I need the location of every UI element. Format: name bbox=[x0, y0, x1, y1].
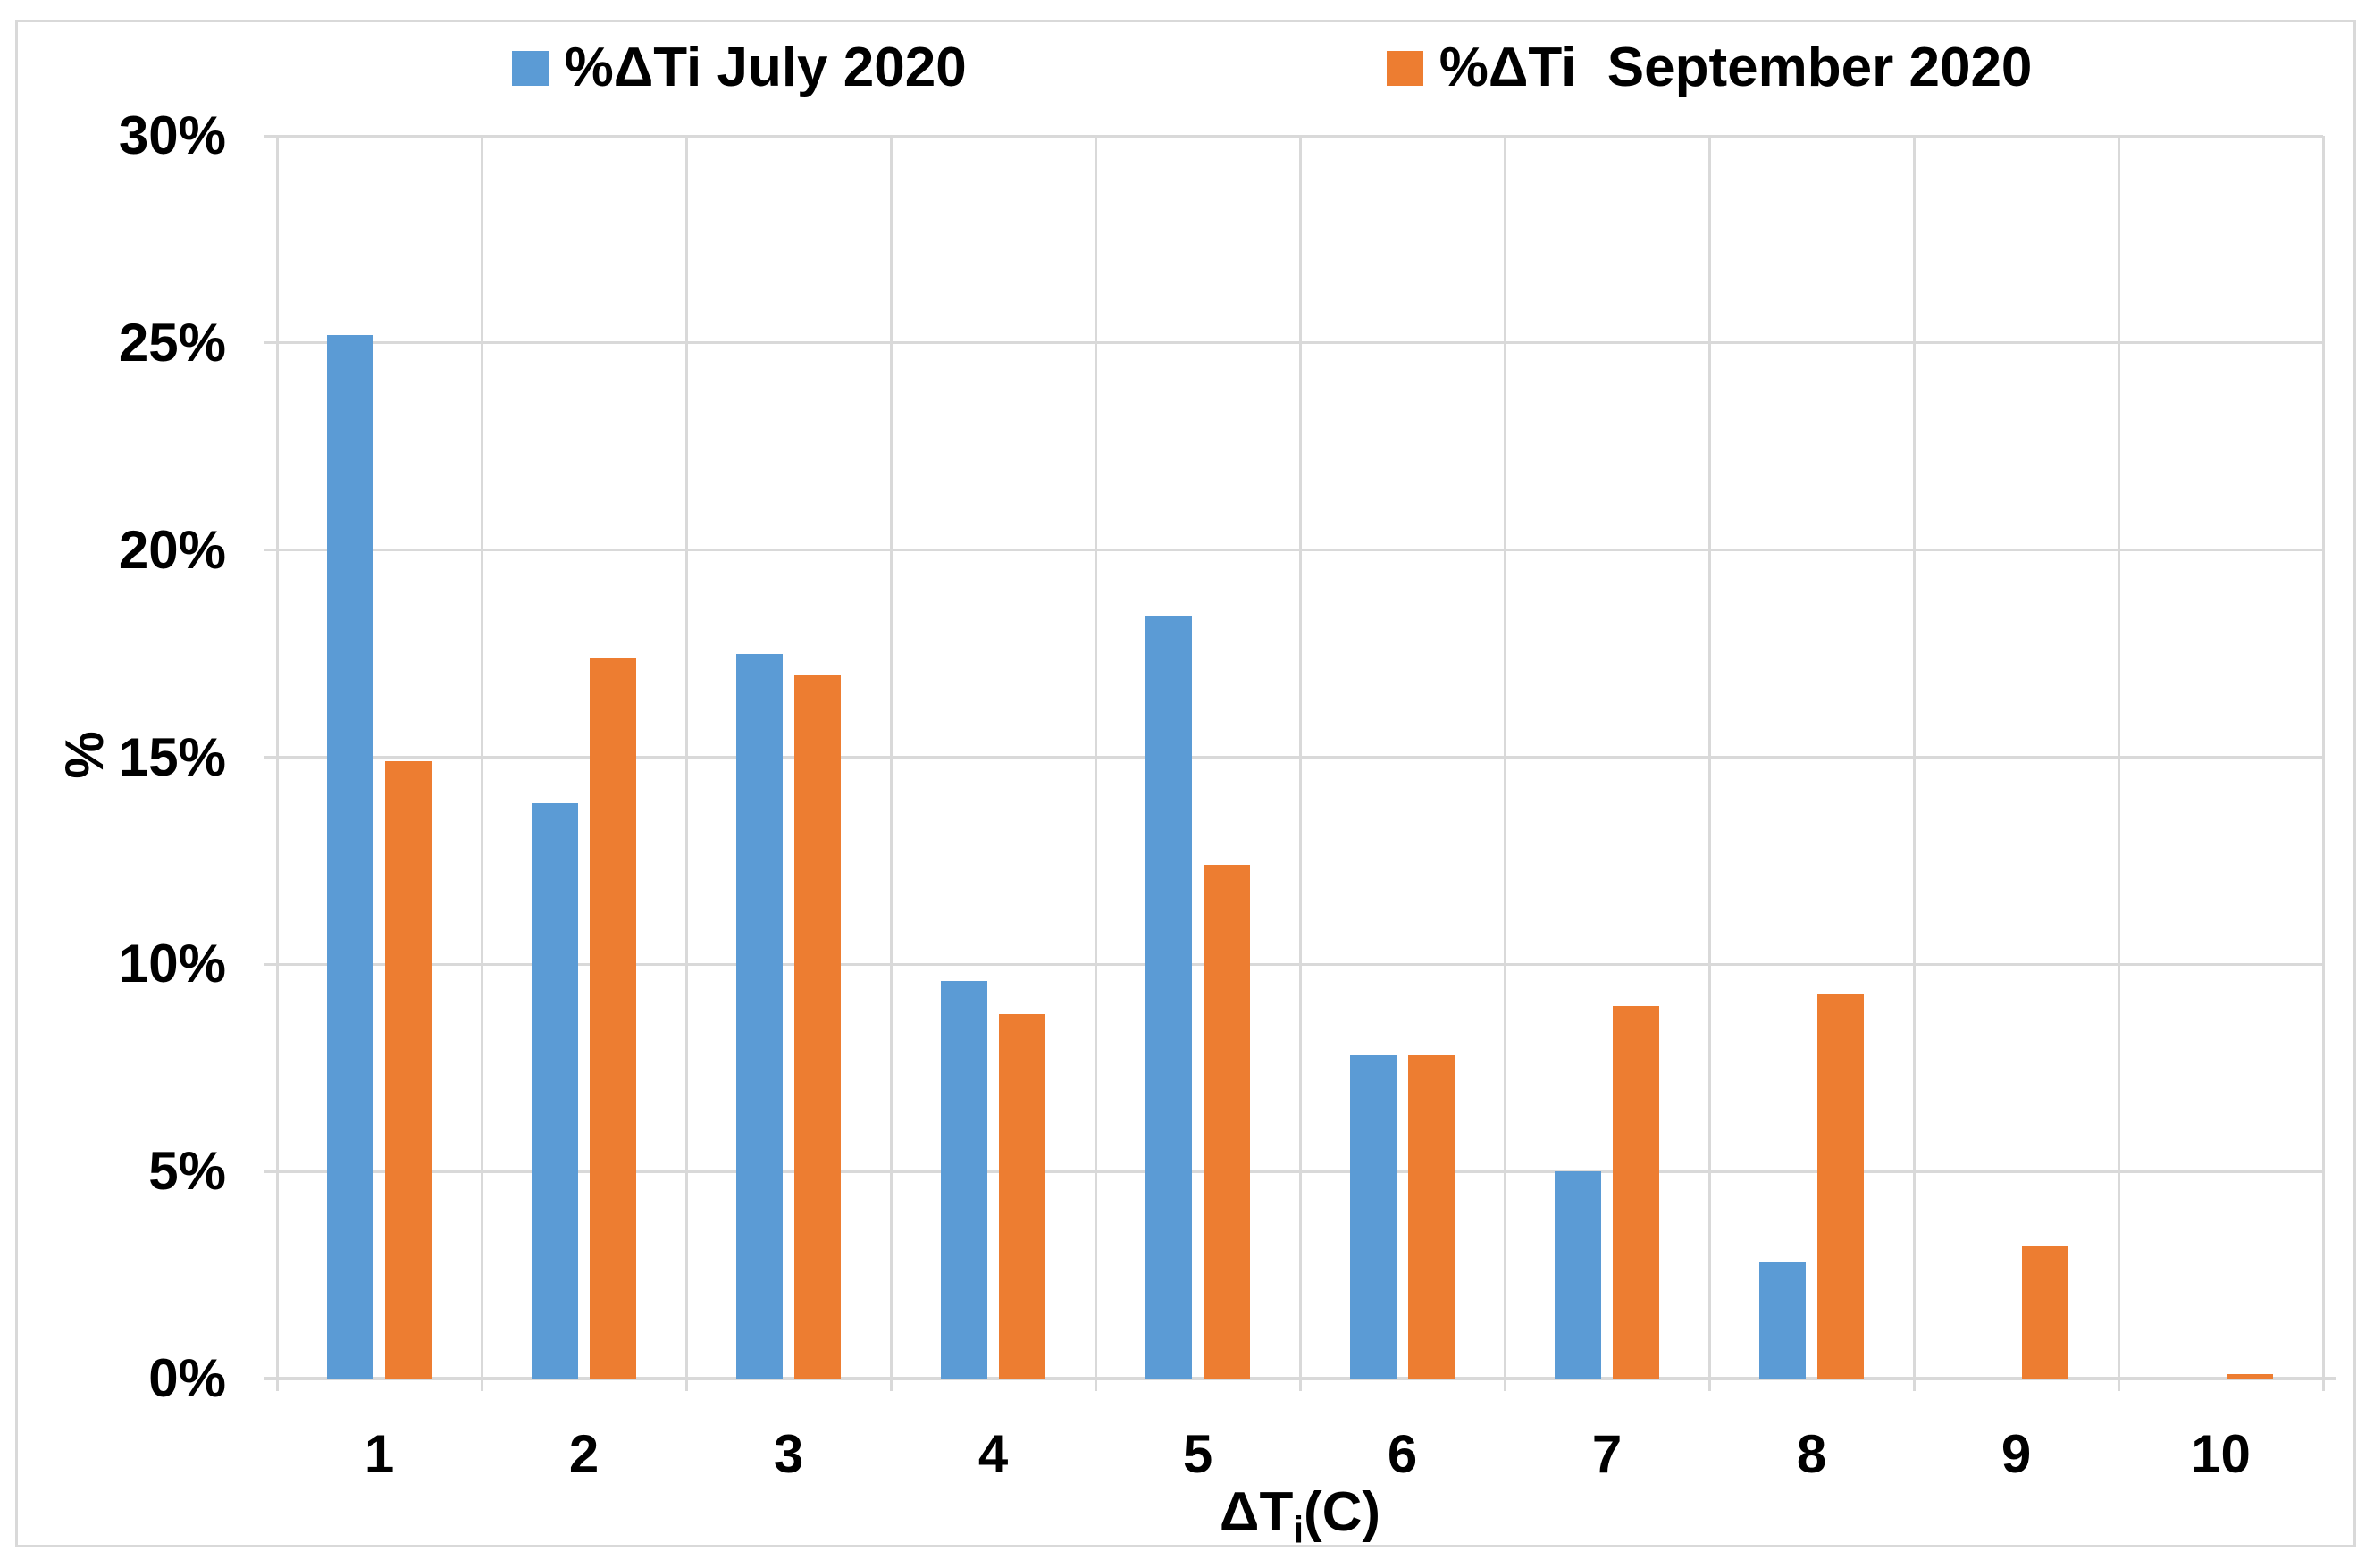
gridline-vertical bbox=[2117, 136, 2120, 1379]
x-axis-tick bbox=[1707, 1379, 1711, 1391]
x-axis-title-sub: i bbox=[1293, 1508, 1304, 1551]
bar-july-6[interactable] bbox=[1350, 1055, 1397, 1379]
x-tick-label: 2 bbox=[568, 1424, 600, 1484]
y-tick-label: 25% bbox=[118, 312, 226, 373]
bar-july-5[interactable] bbox=[1145, 616, 1192, 1379]
bar-july-2[interactable] bbox=[532, 802, 578, 1379]
y-tick-label: 10% bbox=[118, 934, 226, 994]
gridline-vertical bbox=[889, 136, 893, 1379]
gridline-vertical bbox=[1912, 136, 1916, 1379]
x-axis-tick bbox=[480, 1379, 483, 1391]
y-axis-tick bbox=[264, 341, 277, 345]
legend: %ΔTi July 2020 %ΔTi September 2020 bbox=[85, 30, 2374, 105]
bar-july-1[interactable] bbox=[327, 334, 373, 1379]
legend-swatch-july-icon bbox=[511, 50, 549, 86]
plot-area bbox=[264, 134, 2336, 1391]
gridline-vertical bbox=[1707, 136, 1711, 1379]
chart-border bbox=[15, 20, 2356, 1547]
y-tick-label: 20% bbox=[118, 519, 226, 580]
gridline-vertical bbox=[1503, 136, 1506, 1379]
legend-item-september[interactable]: %ΔTi September 2020 bbox=[1386, 37, 2033, 98]
x-tick-label: 4 bbox=[977, 1424, 1009, 1484]
bar-september-7[interactable] bbox=[1613, 1005, 1659, 1379]
y-tick-labels: 30% 25% 20% 15% 10% 5% 0% bbox=[0, 109, 226, 1405]
x-tick-label: 3 bbox=[773, 1424, 804, 1484]
bar-july-8[interactable] bbox=[1759, 1262, 1806, 1379]
x-axis-title-main: ΔT bbox=[1219, 1481, 1294, 1543]
legend-label-july: %ΔTi July 2020 bbox=[564, 37, 967, 98]
y-axis-tick bbox=[264, 1170, 277, 1173]
x-axis-tick bbox=[1503, 1379, 1506, 1391]
bar-september-5[interactable] bbox=[1204, 865, 1250, 1379]
x-axis-tick bbox=[1094, 1379, 1097, 1391]
bar-september-1[interactable] bbox=[385, 761, 432, 1379]
gridline-vertical bbox=[684, 136, 688, 1379]
x-axis-tick bbox=[684, 1379, 688, 1391]
y-axis-tick bbox=[264, 962, 277, 966]
y-axis-tick bbox=[264, 134, 277, 138]
y-axis-tick bbox=[264, 549, 277, 552]
x-tick-label: 9 bbox=[2001, 1424, 2032, 1484]
y-tick-label: 0% bbox=[148, 1348, 226, 1408]
bar-september-6[interactable] bbox=[1408, 1055, 1455, 1379]
gridline-vertical bbox=[275, 136, 279, 1379]
gridline-vertical bbox=[1094, 136, 1097, 1379]
legend-label-september: %ΔTi September 2020 bbox=[1439, 37, 2033, 98]
x-axis-tick bbox=[889, 1379, 893, 1391]
bar-july-7[interactable] bbox=[1555, 1171, 1601, 1379]
bar-september-8[interactable] bbox=[1817, 993, 1864, 1379]
x-axis-tick bbox=[1298, 1379, 1302, 1391]
bar-september-9[interactable] bbox=[2022, 1245, 2068, 1379]
bar-september-4[interactable] bbox=[999, 1013, 1045, 1379]
legend-item-july[interactable]: %ΔTi July 2020 bbox=[511, 37, 967, 98]
x-tick-label: 7 bbox=[1591, 1424, 1623, 1484]
bar-september-3[interactable] bbox=[794, 674, 841, 1379]
y-tick-label: 5% bbox=[148, 1141, 226, 1202]
x-axis-tick bbox=[275, 1379, 279, 1391]
x-tick-label: 5 bbox=[1182, 1424, 1213, 1484]
x-axis-title: ΔTi(C) bbox=[277, 1485, 2323, 1548]
gridline-vertical bbox=[480, 136, 483, 1379]
y-tick-label: 15% bbox=[118, 726, 226, 787]
x-axis-tick bbox=[2321, 1379, 2325, 1391]
x-tick-label: 1 bbox=[364, 1424, 395, 1484]
bar-september-2[interactable] bbox=[590, 658, 636, 1379]
y-tick-label: 30% bbox=[118, 105, 226, 165]
bar-july-3[interactable] bbox=[736, 653, 783, 1379]
x-axis-tick bbox=[2117, 1379, 2120, 1391]
x-tick-label: 10 bbox=[2191, 1424, 2251, 1484]
bar-september-10[interactable] bbox=[2227, 1374, 2273, 1379]
legend-swatch-september-icon bbox=[1386, 50, 1423, 86]
x-tick-labels: 1 2 3 4 5 6 7 8 9 10 bbox=[277, 1428, 2323, 1490]
y-axis-tick bbox=[264, 756, 277, 759]
gridline-vertical bbox=[1298, 136, 1302, 1379]
x-axis-tick bbox=[1912, 1379, 1916, 1391]
x-tick-label: 8 bbox=[1796, 1424, 1827, 1484]
bar-july-4[interactable] bbox=[941, 980, 987, 1379]
gridline-vertical bbox=[2321, 136, 2325, 1379]
x-tick-label: 6 bbox=[1387, 1424, 1418, 1484]
x-axis-title-suffix: (C) bbox=[1304, 1481, 1381, 1543]
